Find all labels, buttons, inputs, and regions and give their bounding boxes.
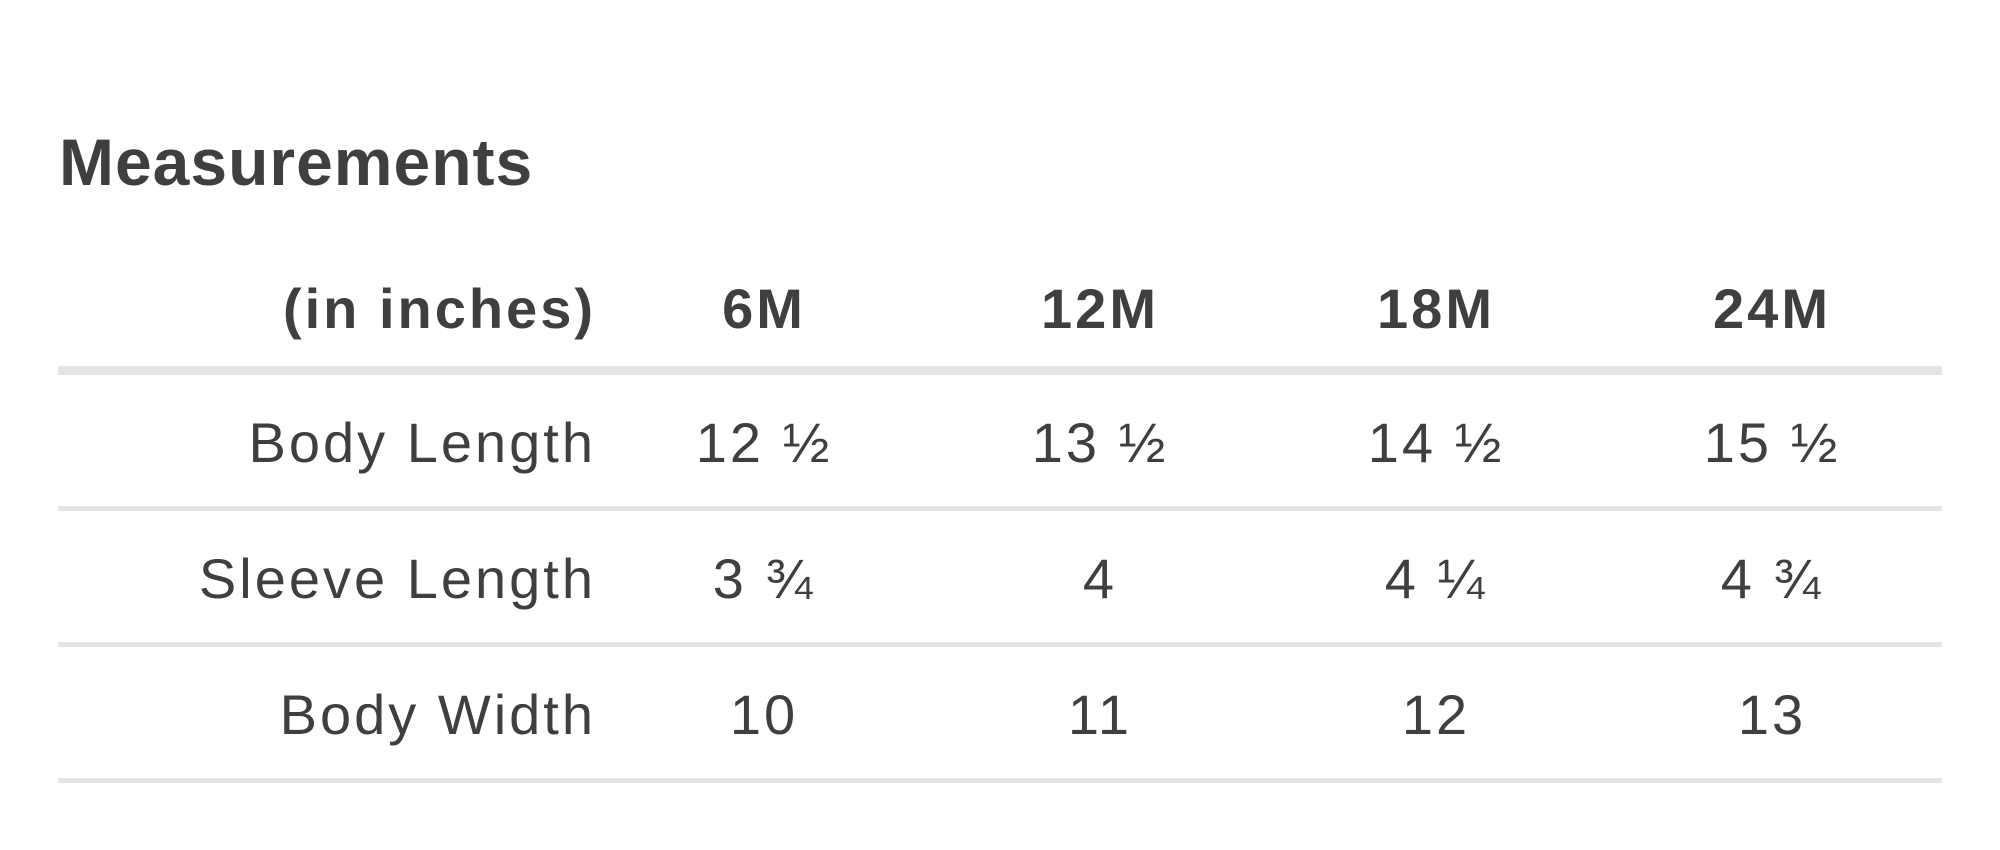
table-cell: 12 ½ [695, 411, 833, 474]
table-cell: 3 ¾ [712, 547, 816, 610]
table-row: Body Length 12 ½ 13 ½ 14 ½ 15 ½ [58, 375, 1942, 511]
page-title: Measurements [59, 125, 534, 199]
row-label-body-width: Body Width [279, 683, 596, 746]
table-cell: 14 ½ [1367, 411, 1505, 474]
table-cell: 13 ½ [1031, 411, 1169, 474]
row-label-body-length: Body Length [248, 411, 596, 474]
row-label-sleeve-length: Sleeve Length [198, 547, 596, 610]
table-cell: 10 [729, 683, 799, 746]
table-row: Sleeve Length 3 ¾ 4 4 ¼ 4 ¾ [58, 511, 1942, 647]
table-cell: 12 [1401, 683, 1471, 746]
table-cell: 13 [1737, 683, 1807, 746]
table-header-row: (in inches) 6M 12M 18M 24M [58, 242, 1942, 375]
size-header-24m: 24M [1713, 276, 1831, 340]
size-header-6m: 6M [722, 276, 806, 340]
table-cell: 4 ¾ [1720, 547, 1824, 610]
size-header-12m: 12M [1041, 276, 1159, 340]
table-cell: 11 [1067, 683, 1133, 746]
measurements-table: (in inches) 6M 12M 18M 24M Body Length 1… [58, 242, 1942, 783]
table-row: Body Width 10 11 12 13 [58, 647, 1942, 783]
table-cell: 15 ½ [1703, 411, 1841, 474]
table-cell: 4 ¼ [1384, 547, 1488, 610]
unit-label: (in inches) [282, 276, 596, 340]
table-cell: 4 [1082, 547, 1118, 610]
size-header-18m: 18M [1377, 276, 1495, 340]
